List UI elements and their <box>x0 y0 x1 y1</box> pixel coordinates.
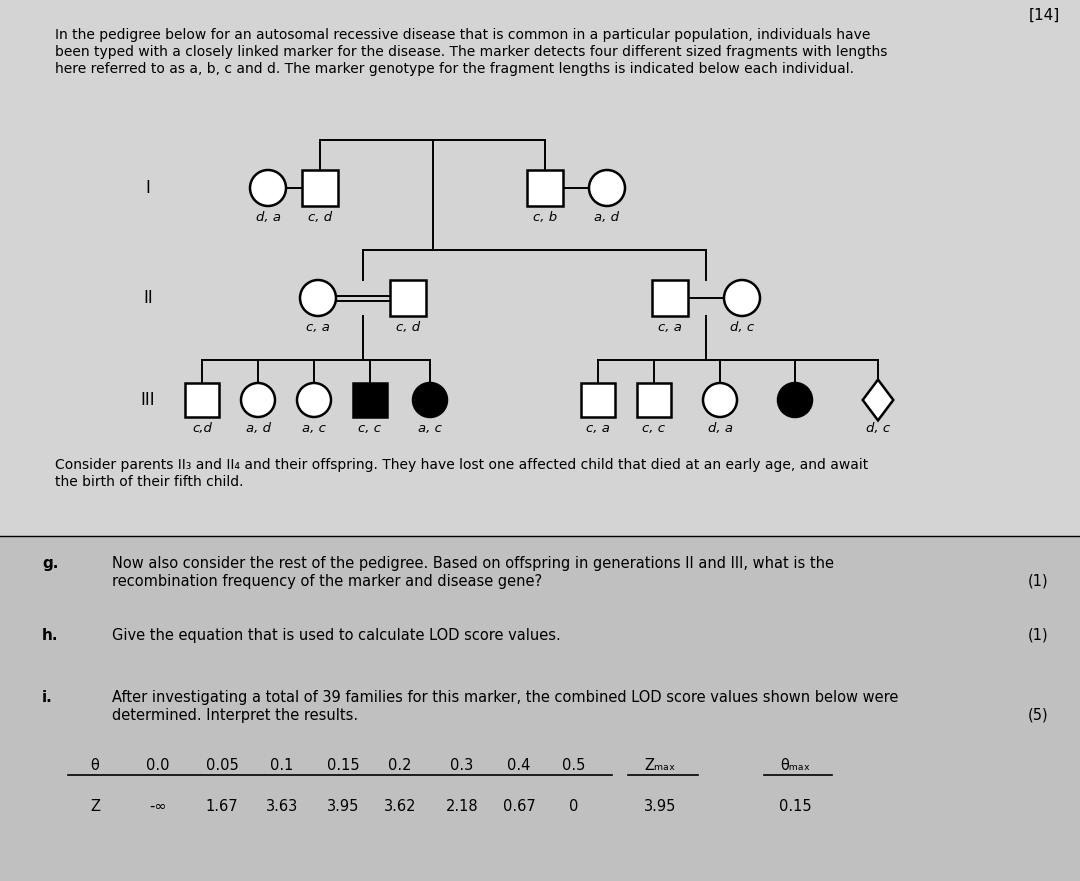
Text: In the pedigree below for an autosomal recessive disease that is common in a par: In the pedigree below for an autosomal r… <box>55 28 870 42</box>
Text: 0.3: 0.3 <box>450 758 474 773</box>
Text: 3.95: 3.95 <box>327 799 360 814</box>
Bar <box>0 0 1080 536</box>
Polygon shape <box>863 380 893 420</box>
Text: c, d: c, d <box>308 211 332 224</box>
Text: d, a: d, a <box>256 211 281 224</box>
Text: recombination frequency of the marker and disease gene?: recombination frequency of the marker an… <box>112 574 542 589</box>
Text: 0: 0 <box>569 799 579 814</box>
Text: Consider parents II₃ and II₄ and their offspring. They have lost one affected ch: Consider parents II₃ and II₄ and their o… <box>55 458 868 472</box>
Text: 3.63: 3.63 <box>266 799 298 814</box>
Circle shape <box>778 383 812 417</box>
Circle shape <box>413 383 447 417</box>
Bar <box>0 536 1080 881</box>
Text: 0.5: 0.5 <box>563 758 585 773</box>
Circle shape <box>297 383 330 417</box>
Text: 0.05: 0.05 <box>205 758 239 773</box>
Bar <box>581 383 615 417</box>
Text: a, c: a, c <box>418 422 442 435</box>
Text: 3.95: 3.95 <box>644 799 676 814</box>
Bar <box>637 383 671 417</box>
Text: d, c: d, c <box>866 422 890 435</box>
Text: (1): (1) <box>1027 574 1048 589</box>
Text: c, a: c, a <box>586 422 610 435</box>
Circle shape <box>241 383 275 417</box>
Text: 0.0: 0.0 <box>146 758 170 773</box>
Text: c,d: c,d <box>192 422 212 435</box>
Text: 0.1: 0.1 <box>270 758 294 773</box>
Text: a, d: a, d <box>594 211 620 224</box>
Circle shape <box>703 383 737 417</box>
Text: After investigating a total of 39 families for this marker, the combined LOD sco: After investigating a total of 39 famili… <box>112 690 899 705</box>
Bar <box>652 280 688 316</box>
Text: Give the equation that is used to calculate LOD score values.: Give the equation that is used to calcul… <box>112 628 561 643</box>
Text: i.: i. <box>42 690 53 705</box>
Text: the birth of their fifth child.: the birth of their fifth child. <box>55 475 243 489</box>
Text: a, c: a, c <box>302 422 326 435</box>
Text: Now also consider the rest of the pedigree. Based on offspring in generations II: Now also consider the rest of the pedigr… <box>112 556 834 571</box>
Text: determined. Interpret the results.: determined. Interpret the results. <box>112 708 359 723</box>
Circle shape <box>300 280 336 316</box>
Text: 3.62: 3.62 <box>383 799 416 814</box>
Text: c, c: c, c <box>359 422 381 435</box>
Text: Zₘₐₓ: Zₘₐₓ <box>645 758 676 773</box>
Text: c, b: c, b <box>532 211 557 224</box>
Text: III: III <box>140 391 156 409</box>
Bar <box>390 280 426 316</box>
Circle shape <box>724 280 760 316</box>
Text: c, c: c, c <box>643 422 665 435</box>
Text: θₘₐₓ: θₘₐₓ <box>780 758 810 773</box>
Text: [14]: [14] <box>1029 8 1059 23</box>
Text: 0.4: 0.4 <box>508 758 530 773</box>
Text: c, a: c, a <box>306 321 329 334</box>
Bar <box>302 170 338 206</box>
Bar <box>185 383 219 417</box>
Text: 0.15: 0.15 <box>326 758 360 773</box>
Text: Z: Z <box>90 799 100 814</box>
Text: 2.18: 2.18 <box>446 799 478 814</box>
Text: h.: h. <box>42 628 58 643</box>
Text: (1): (1) <box>1027 628 1048 643</box>
Text: θ: θ <box>91 758 99 773</box>
Text: 1.67: 1.67 <box>205 799 239 814</box>
Text: been typed with a closely linked marker for the disease. The marker detects four: been typed with a closely linked marker … <box>55 45 888 59</box>
Text: a, d: a, d <box>245 422 270 435</box>
Circle shape <box>589 170 625 206</box>
Text: d, a: d, a <box>707 422 732 435</box>
Text: c, a: c, a <box>658 321 681 334</box>
Text: II: II <box>144 289 153 307</box>
Text: c, d: c, d <box>396 321 420 334</box>
Text: -∞: -∞ <box>149 799 166 814</box>
Text: 0.2: 0.2 <box>388 758 411 773</box>
Bar <box>353 383 387 417</box>
Text: I: I <box>146 179 150 197</box>
Text: g.: g. <box>42 556 58 571</box>
Text: (5): (5) <box>1027 708 1048 723</box>
Text: here referred to as a, b, c and d. The marker genotype for the fragment lengths : here referred to as a, b, c and d. The m… <box>55 62 854 76</box>
Bar <box>527 170 563 206</box>
Text: 0.15: 0.15 <box>779 799 811 814</box>
Text: 0.67: 0.67 <box>502 799 536 814</box>
Circle shape <box>249 170 286 206</box>
Text: d, c: d, c <box>730 321 754 334</box>
